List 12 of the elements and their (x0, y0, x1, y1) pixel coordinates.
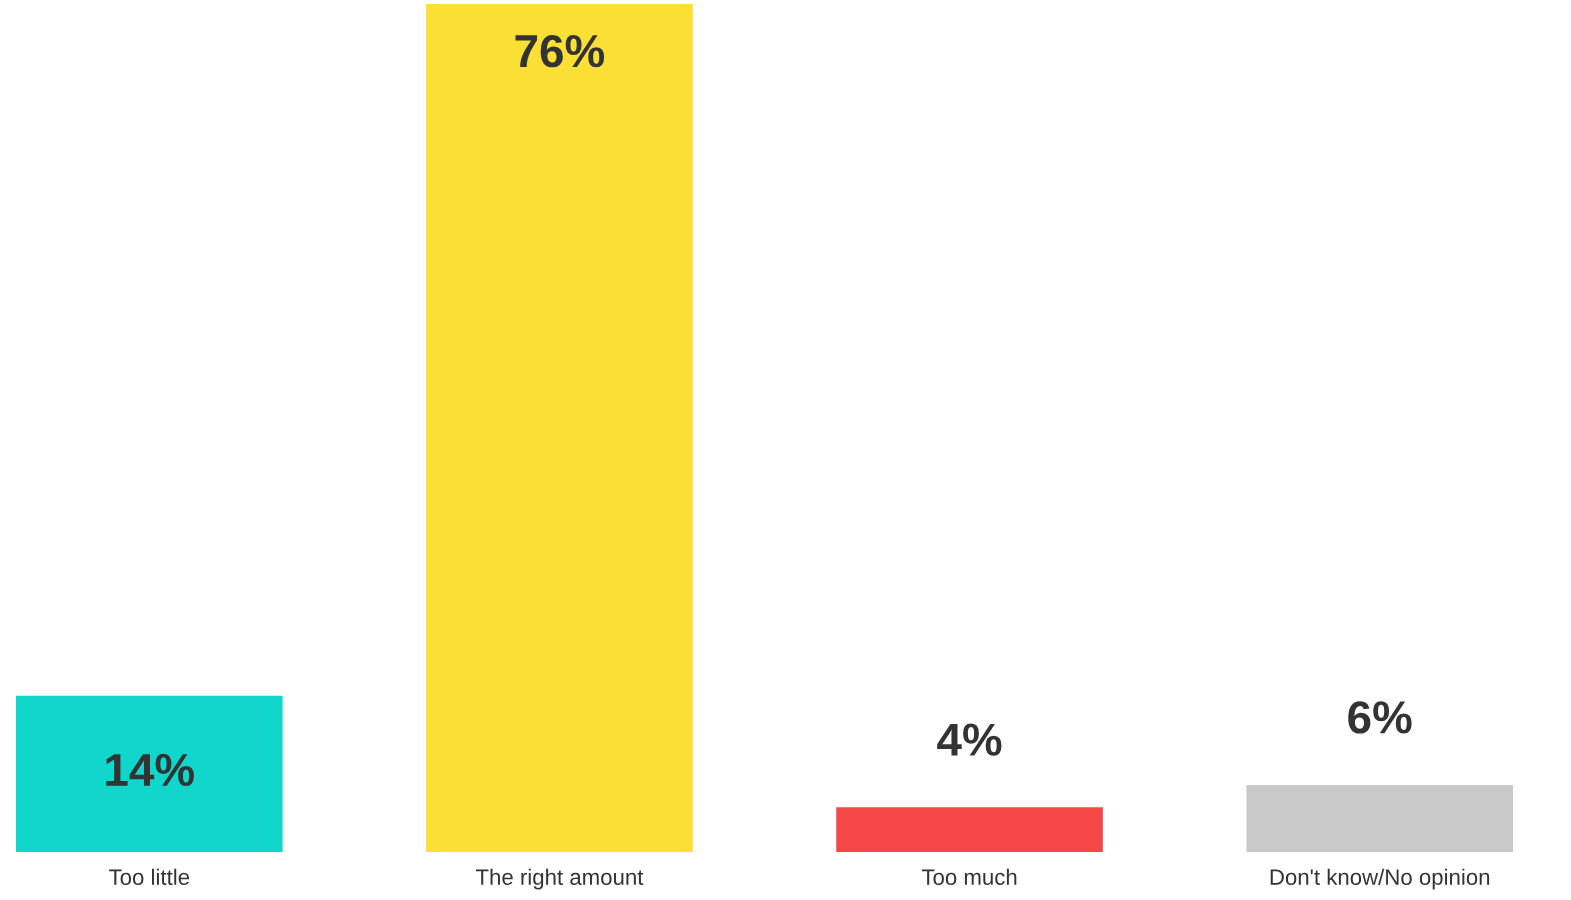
bar (426, 4, 693, 852)
bar (1246, 785, 1513, 852)
x-tick-label: Too much (921, 868, 1017, 885)
data-label: 14% (106, 753, 194, 787)
bar (16, 695, 283, 852)
data-label: 76% (515, 34, 605, 68)
data-label: 4% (937, 723, 1002, 756)
x-tick-label: Too little (109, 868, 190, 885)
x-tick-label: The right amount (475, 868, 644, 890)
bar (836, 807, 1103, 852)
data-label: 6% (1348, 701, 1412, 734)
x-tick-label: Don't know/No opinion (1270, 868, 1490, 890)
